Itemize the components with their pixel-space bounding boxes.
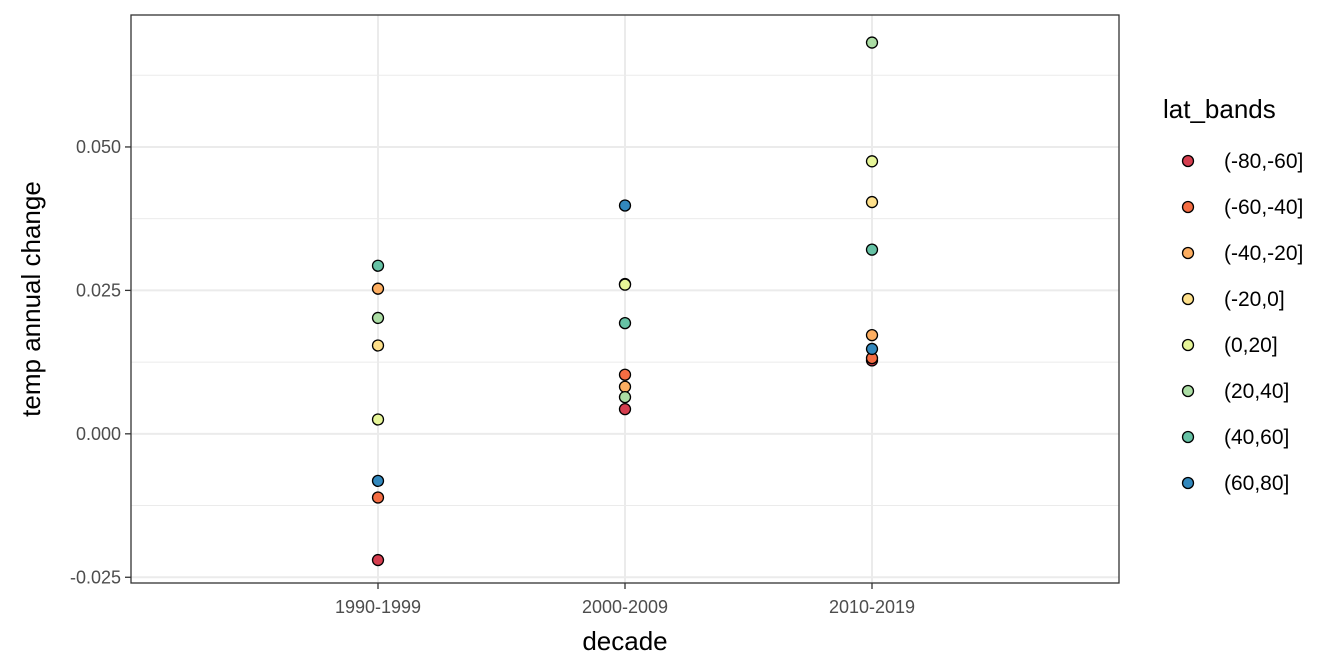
data-point [618, 403, 632, 416]
data-point [618, 278, 632, 291]
data-point [371, 413, 385, 426]
data-point [371, 491, 385, 504]
legend-label: (20,40] [1224, 380, 1289, 403]
data-point [371, 339, 385, 352]
legend-key [1181, 430, 1195, 444]
data-point [371, 553, 385, 567]
legend: lat_bands (-80,-60] (-60,-40] (-40,-20] (-2… [1163, 94, 1303, 495]
legend-label: (-20,0] [1224, 288, 1285, 311]
data-point [371, 311, 385, 325]
legend-title: lat_bands [1163, 94, 1276, 124]
legend-key [1181, 476, 1195, 490]
legend-items: (-80,-60] (-60,-40] (-40,-20] (-20,0] (0,20]… [1181, 150, 1303, 495]
y-tick-label: 0.050 [76, 137, 121, 157]
data-point [371, 259, 385, 272]
legend-label: (-40,-20] [1224, 242, 1303, 265]
data-point [618, 316, 632, 330]
x-axis: 1990-1999 2000-2009 2010-2019 [335, 583, 915, 617]
data-point [371, 282, 385, 295]
x-tick-label: 2000-2009 [582, 597, 668, 617]
data-point [618, 368, 632, 381]
x-axis-title: decade [582, 626, 667, 656]
legend-key [1181, 154, 1195, 168]
legend-label: (-60,-40] [1224, 196, 1303, 219]
y-tick-label: 0.000 [76, 424, 121, 444]
data-point [865, 328, 879, 342]
data-point [371, 474, 385, 488]
x-tick-label: 2010-2019 [829, 597, 915, 617]
data-point [618, 380, 632, 393]
legend-key [1181, 292, 1195, 306]
major-gridlines [131, 15, 1119, 583]
data-point [865, 195, 879, 209]
data-point [865, 342, 879, 356]
legend-label: (0,20] [1224, 334, 1278, 357]
legend-key [1181, 338, 1195, 352]
legend-label: (40,60] [1224, 426, 1289, 449]
legend-key [1181, 200, 1195, 214]
data-point [865, 155, 879, 168]
data-point [865, 243, 879, 256]
legend-key [1181, 384, 1195, 398]
legend-label: (60,80] [1224, 472, 1289, 495]
data-point [865, 36, 879, 49]
y-axis: -0.025 0.000 0.025 0.050 [70, 137, 131, 587]
data-point [618, 390, 632, 404]
y-tick-label: -0.025 [70, 567, 121, 587]
legend-label: (-80,-60] [1224, 150, 1303, 173]
data-point [618, 199, 632, 212]
y-tick-label: 0.025 [76, 280, 121, 300]
y-axis-title: temp annual change [16, 181, 46, 417]
x-tick-label: 1990-1999 [335, 597, 421, 617]
data-points [371, 36, 879, 567]
legend-key [1181, 246, 1195, 260]
